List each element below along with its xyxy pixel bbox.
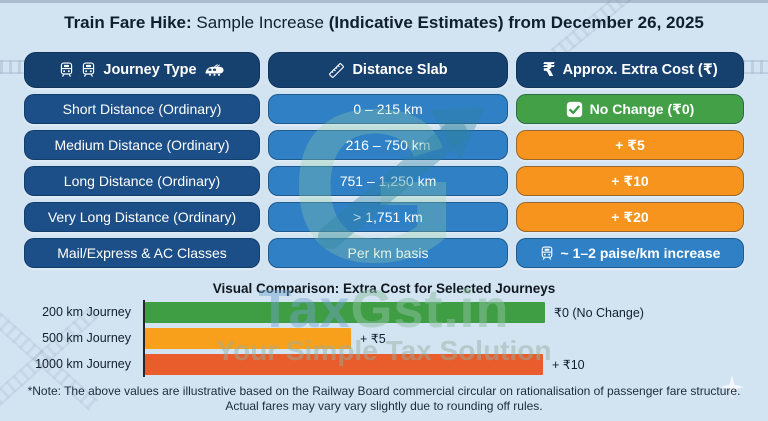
chart-category-label: 500 km Journey: [42, 331, 131, 345]
table-row: Medium Distance (Ordinary) 216 – 750 km …: [24, 130, 744, 160]
extra-cost-cell: No Change (₹0): [516, 94, 744, 124]
table-row: Short Distance (Ordinary) 0 – 215 km No …: [24, 94, 744, 124]
footnote-line2: Actual fares may vary vary slightly due …: [225, 398, 543, 413]
journey-type-cell: Long Distance (Ordinary): [24, 166, 260, 196]
distance-slab-cell: > 1,751 km: [268, 202, 508, 232]
ruler-icon: [328, 62, 345, 79]
journey-type-cell: Mail/Express & AC Classes: [24, 238, 260, 268]
top-edge-strip: [0, 0, 768, 3]
title-bold-prefix: Train Fare Hike:: [64, 13, 192, 32]
highspeed-train-icon: [204, 63, 225, 78]
chart-title: Visual Comparison: Extra Cost for Select…: [212, 281, 556, 296]
header-extra-cost-label: Approx. Extra Cost (₹): [562, 62, 718, 78]
title-bold-suffix: (Indicative Estimates) from December 26,…: [328, 13, 704, 32]
extra-cost-label: No Change (₹0): [589, 100, 695, 117]
extra-cost-label: ~ 1–2 paise/km increase: [560, 245, 721, 261]
page-title: Train Fare Hike: Sample Increase (Indica…: [0, 13, 768, 33]
table-row: Long Distance (Ordinary) 751 – 1,250 km …: [24, 166, 744, 196]
chart-axis-line: [143, 300, 145, 377]
extra-cost-cell: + ₹5: [516, 130, 744, 160]
chart-row: 200 km Journey ₹0 (No Change): [0, 299, 768, 325]
journey-type-cell: Very Long Distance (Ordinary): [24, 202, 260, 232]
title-regular: Sample Increase: [196, 13, 324, 32]
chart-row: 500 km Journey + ₹5: [0, 325, 768, 351]
distance-slab-cell: 751 – 1,250 km: [268, 166, 508, 196]
extra-cost-cell: + ₹20: [516, 202, 744, 232]
train-front-icon: [59, 62, 74, 78]
bar-chart: 200 km Journey ₹0 (No Change) 500 km Jou…: [0, 299, 768, 379]
header-journey-type-label: Journey Type: [103, 62, 197, 78]
distance-slab-cell: 216 – 750 km: [268, 130, 508, 160]
chart-category-label: 200 km Journey: [42, 305, 131, 319]
chart-bar: [145, 301, 545, 323]
rupee-icon: ₹: [542, 59, 556, 81]
header-extra-cost: ₹ Approx. Extra Cost (₹): [516, 52, 744, 88]
table-header-row: Journey Type: [24, 52, 744, 88]
chart-value-label: ₹0 (No Change): [554, 305, 644, 320]
table-row: Very Long Distance (Ordinary) > 1,751 km…: [24, 202, 744, 232]
footnote-line1: *Note: The above values are illustrative…: [27, 384, 741, 398]
header-journey-type: Journey Type: [24, 52, 260, 88]
chart-bar: [145, 327, 351, 349]
header-distance-slab: Distance Slab: [268, 52, 508, 88]
footnote: *Note: The above values are illustrative…: [0, 384, 768, 413]
chart-row: 1000 km Journey + ₹10: [0, 351, 768, 377]
chart-value-label: + ₹10: [552, 357, 585, 372]
chart-category-label: 1000 km Journey: [35, 357, 131, 371]
table-row: Mail/Express & AC Classes Per km basis ~…: [24, 238, 744, 268]
distance-slab-cell: 0 – 215 km: [268, 94, 508, 124]
extra-cost-cell: + ₹10: [516, 166, 744, 196]
railway-track-decoration: [742, 60, 768, 74]
chart-value-label: + ₹5: [360, 331, 386, 346]
journey-type-cell: Short Distance (Ordinary): [24, 94, 260, 124]
check-icon: [566, 101, 583, 118]
journey-type-cell: Medium Distance (Ordinary): [24, 130, 260, 160]
train-front-icon: [81, 62, 96, 78]
fare-table: Journey Type: [24, 52, 744, 274]
extra-cost-cell: ~ 1–2 paise/km increase: [516, 238, 744, 268]
distance-slab-cell: Per km basis: [268, 238, 508, 268]
header-distance-slab-label: Distance Slab: [352, 62, 448, 78]
chart-bar: [145, 353, 543, 375]
train-icon: [540, 245, 554, 261]
